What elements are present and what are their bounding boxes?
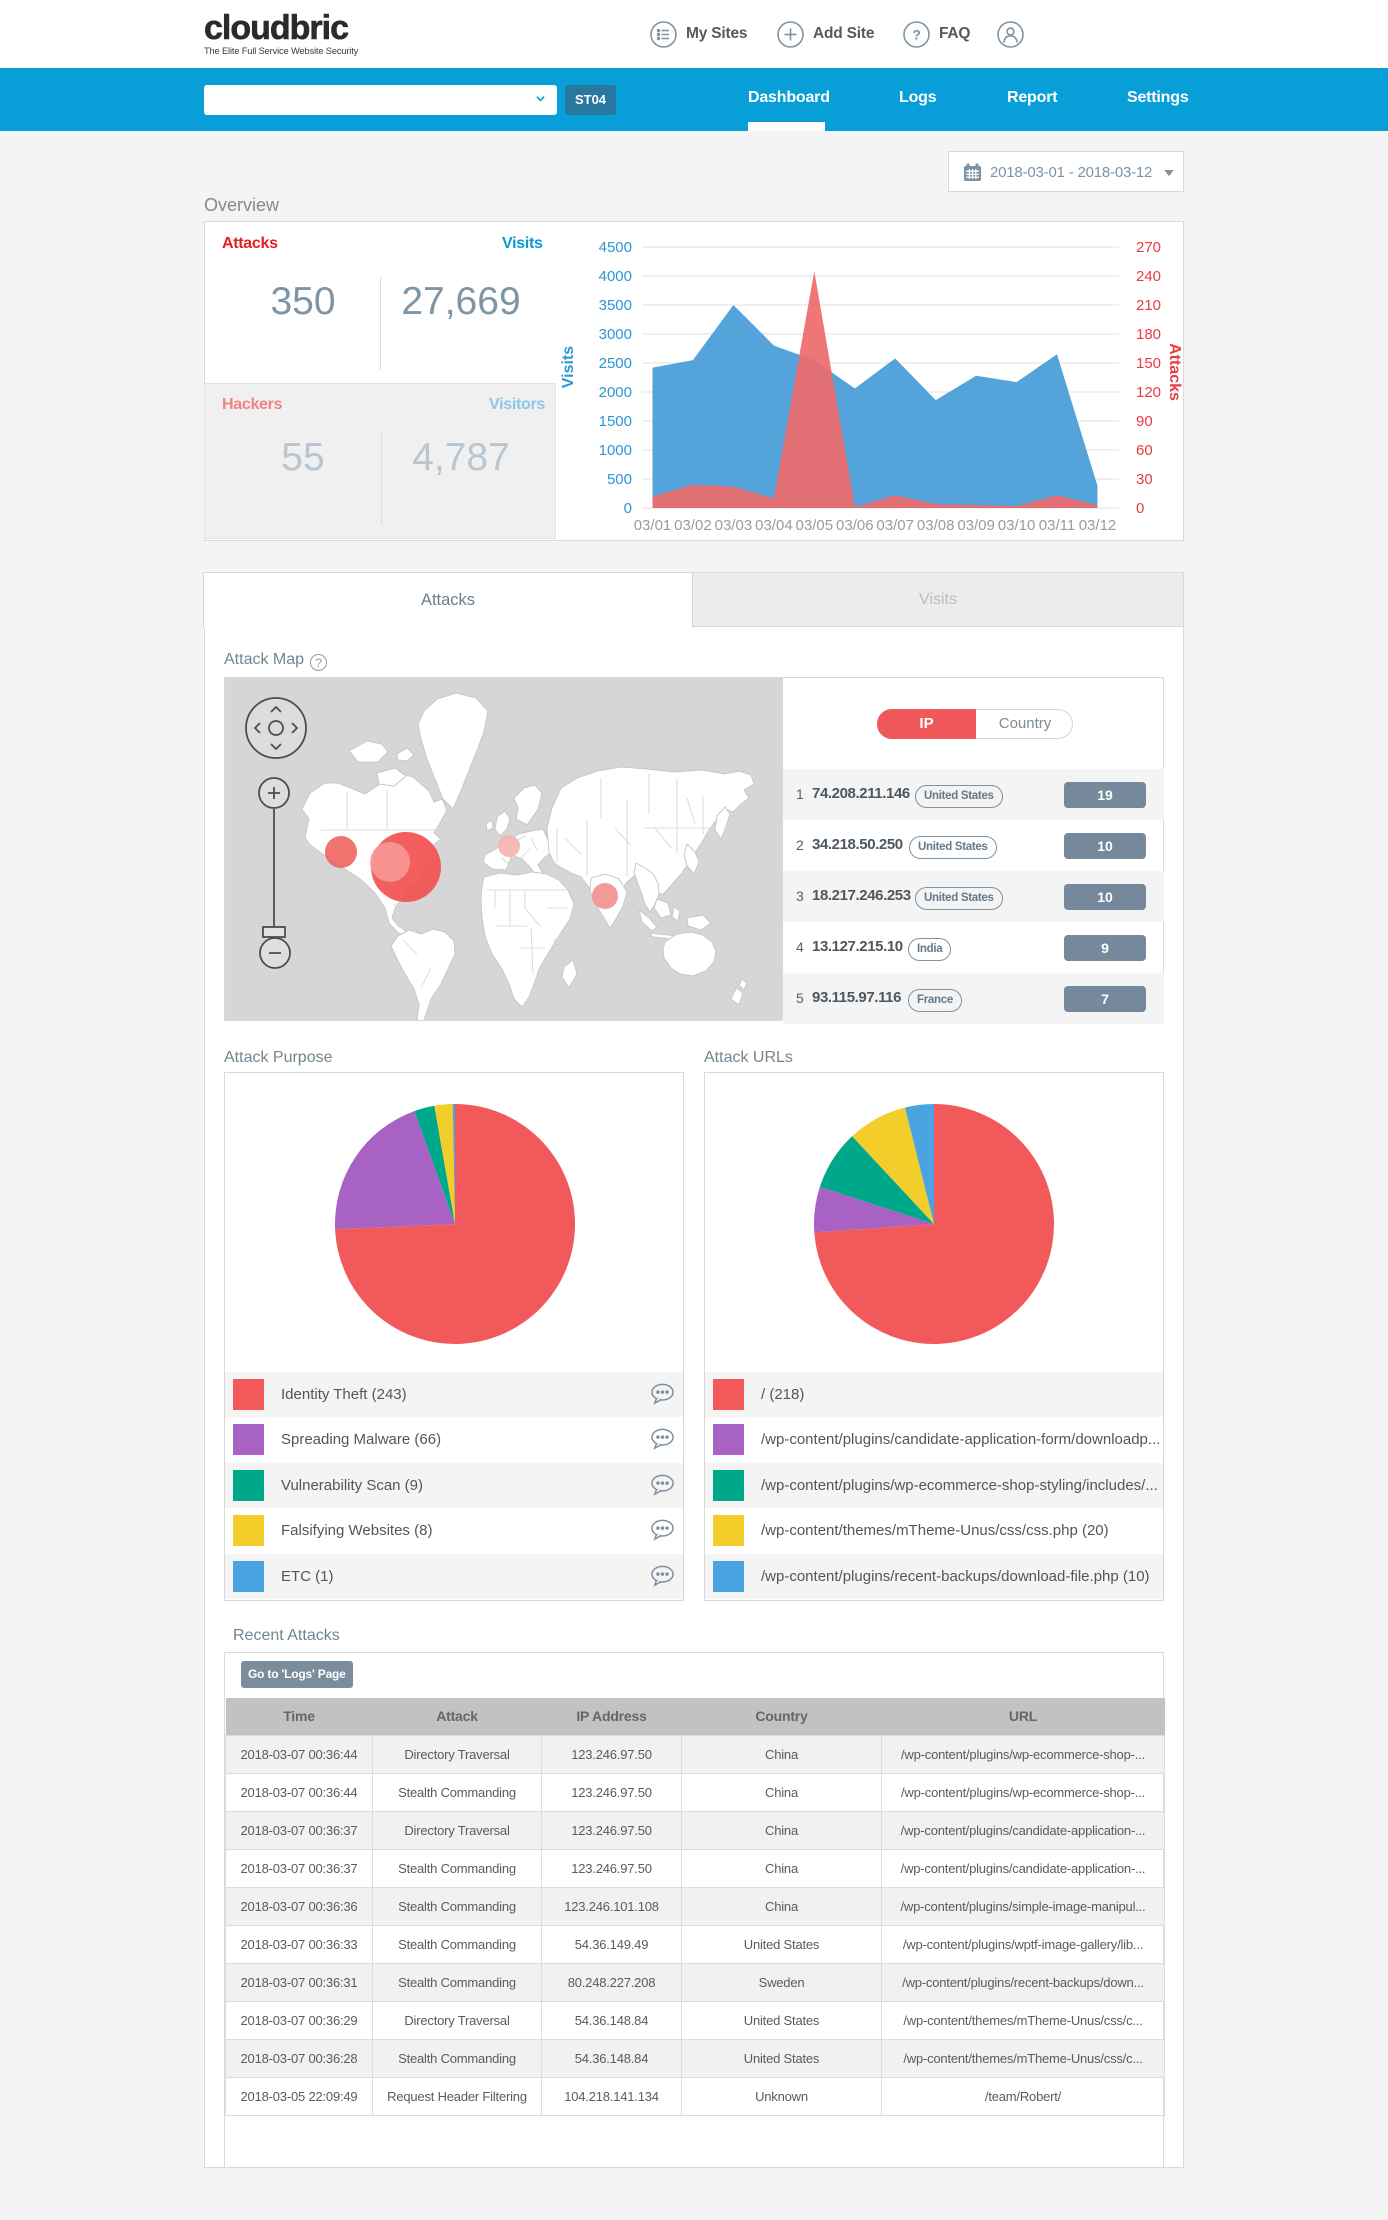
svg-text:4000: 4000 bbox=[599, 268, 632, 285]
svg-text:60: 60 bbox=[1136, 442, 1153, 459]
svg-text:03/06: 03/06 bbox=[836, 517, 874, 534]
svg-text:1000: 1000 bbox=[599, 442, 632, 459]
svg-text:03/08: 03/08 bbox=[917, 517, 955, 534]
svg-text:240: 240 bbox=[1136, 268, 1161, 285]
svg-text:1500: 1500 bbox=[599, 413, 632, 430]
svg-text:03/07: 03/07 bbox=[876, 517, 914, 534]
svg-text:270: 270 bbox=[1136, 239, 1161, 256]
svg-text:3000: 3000 bbox=[599, 326, 632, 343]
svg-text:30: 30 bbox=[1136, 471, 1153, 488]
svg-text:210: 210 bbox=[1136, 297, 1161, 314]
svg-text:0: 0 bbox=[1136, 500, 1144, 517]
svg-text:500: 500 bbox=[607, 471, 632, 488]
svg-text:03/05: 03/05 bbox=[796, 517, 834, 534]
svg-text:3500: 3500 bbox=[599, 297, 632, 314]
svg-text:Visits: Visits bbox=[560, 346, 577, 389]
svg-text:03/01: 03/01 bbox=[634, 517, 672, 534]
svg-text:03/04: 03/04 bbox=[755, 517, 793, 534]
svg-text:150: 150 bbox=[1136, 355, 1161, 372]
svg-text:Attacks: Attacks bbox=[1166, 343, 1183, 401]
svg-text:180: 180 bbox=[1136, 326, 1161, 343]
svg-text:03/11: 03/11 bbox=[1039, 517, 1075, 534]
svg-text:?: ? bbox=[912, 26, 920, 42]
svg-text:90: 90 bbox=[1136, 413, 1153, 430]
svg-text:120: 120 bbox=[1136, 384, 1161, 401]
svg-text:2500: 2500 bbox=[599, 355, 632, 372]
svg-text:03/12: 03/12 bbox=[1079, 517, 1117, 534]
svg-text:03/09: 03/09 bbox=[957, 517, 995, 534]
svg-text:03/10: 03/10 bbox=[998, 517, 1036, 534]
svg-text:0: 0 bbox=[624, 500, 632, 517]
svg-text:03/03: 03/03 bbox=[715, 517, 753, 534]
svg-text:03/02: 03/02 bbox=[674, 517, 712, 534]
svg-text:4500: 4500 bbox=[599, 239, 632, 256]
svg-text:2000: 2000 bbox=[599, 384, 632, 401]
